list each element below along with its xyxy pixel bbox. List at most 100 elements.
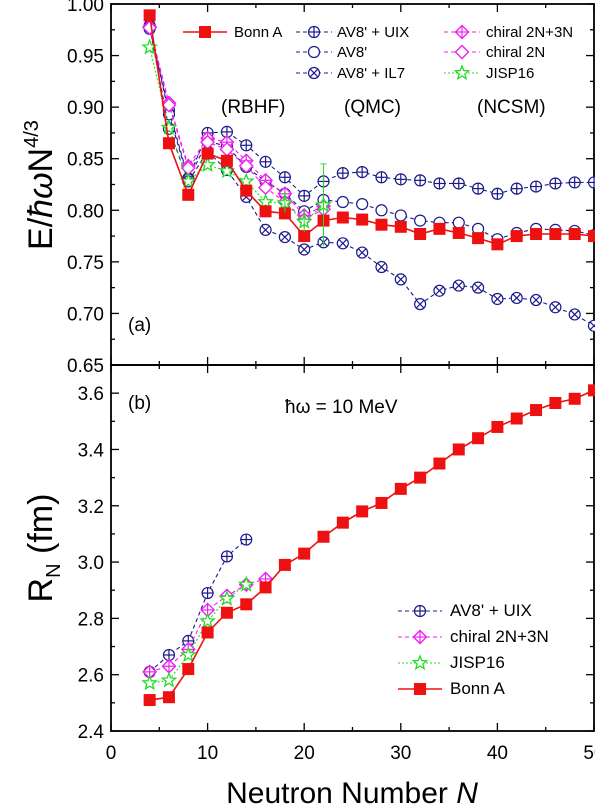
legend-entry: JISP16 bbox=[444, 64, 534, 82]
data-point bbox=[356, 197, 369, 211]
data-point bbox=[510, 182, 523, 195]
x-axis-label-text: Neutron Number bbox=[226, 777, 456, 810]
legend-entry: chiral 2N+3N bbox=[398, 627, 549, 646]
legend-marker bbox=[454, 44, 470, 60]
data-point bbox=[298, 189, 311, 202]
data-point bbox=[259, 223, 272, 236]
panel-a-ylabel: E/ħωN4/3 bbox=[21, 120, 60, 250]
data-point bbox=[179, 646, 197, 663]
legend-entry: chiral 2N bbox=[444, 44, 545, 61]
data-point bbox=[220, 606, 233, 619]
annotation-qmc: (QMC) bbox=[344, 97, 401, 118]
data-point bbox=[356, 246, 369, 259]
data-point bbox=[452, 443, 465, 456]
data-point bbox=[433, 457, 446, 470]
legend-entry: AV8' bbox=[296, 44, 367, 61]
series-bonn-a bbox=[143, 9, 595, 251]
data-point bbox=[530, 228, 543, 241]
data-point bbox=[414, 174, 427, 187]
y-tick-label-b: 3.0 bbox=[78, 553, 104, 574]
data-point bbox=[510, 291, 523, 305]
series-jisp16 bbox=[141, 575, 255, 691]
legend-label: AV8' + UIX bbox=[337, 24, 409, 41]
data-point bbox=[162, 137, 175, 150]
x-tick-label: 30 bbox=[390, 743, 411, 764]
data-point bbox=[218, 589, 236, 606]
ylabel-b-sub: N bbox=[43, 563, 65, 577]
data-point bbox=[529, 293, 543, 307]
data-point bbox=[452, 279, 465, 292]
data-point bbox=[394, 209, 407, 222]
annotation-rbhf: (RBHF) bbox=[221, 97, 285, 118]
data-point bbox=[141, 674, 159, 691]
data-point bbox=[336, 516, 349, 529]
svg-text:RN (fm): RN (fm) bbox=[22, 494, 65, 603]
legend-label: chiral 2N bbox=[486, 44, 545, 61]
data-point bbox=[240, 139, 253, 152]
legend-label: JISP16 bbox=[450, 653, 505, 672]
panel-a-legend: Bonn A AV8' + UIX AV8' AV8' + IL7 chiral 2N+… bbox=[183, 24, 573, 82]
legend-entry: JISP16 bbox=[398, 653, 505, 672]
data-point bbox=[375, 260, 388, 274]
legend-entry: chiral 2N+3N bbox=[444, 24, 573, 41]
legend-marker bbox=[307, 25, 321, 39]
data-point bbox=[237, 575, 255, 592]
data-point bbox=[257, 193, 274, 210]
data-point bbox=[240, 598, 253, 611]
legend-marker bbox=[307, 45, 321, 59]
legend-label: AV8' bbox=[337, 44, 367, 61]
data-point bbox=[240, 184, 253, 197]
x-axis-label: Neutron Number N bbox=[226, 777, 478, 810]
ylabel-a-exp: 4/3 bbox=[21, 120, 43, 148]
data-point bbox=[161, 97, 177, 113]
y-tick-label-a: 0.95 bbox=[67, 47, 104, 68]
legend-entry: Bonn A bbox=[183, 24, 282, 41]
data-point bbox=[356, 505, 369, 518]
data-point bbox=[278, 171, 291, 184]
data-point bbox=[375, 204, 388, 217]
y-tick-label-a: 0.85 bbox=[67, 150, 104, 171]
data-point bbox=[220, 125, 234, 138]
data-point bbox=[452, 216, 465, 229]
legend-label: AV8' + UIX bbox=[450, 601, 532, 620]
panel-b-label: (b) bbox=[128, 393, 151, 414]
y-tick-label-b: 3.4 bbox=[78, 440, 105, 461]
data-point bbox=[201, 626, 214, 639]
data-point bbox=[317, 530, 330, 543]
data-point bbox=[587, 319, 595, 332]
data-point bbox=[414, 471, 427, 484]
data-point bbox=[568, 176, 581, 189]
data-point bbox=[220, 154, 233, 167]
data-point bbox=[568, 392, 581, 405]
data-point bbox=[394, 173, 407, 186]
y-tick-label-a: 0.70 bbox=[67, 304, 104, 325]
data-point bbox=[375, 218, 388, 231]
data-point bbox=[568, 308, 581, 321]
data-point bbox=[549, 301, 562, 314]
data-point bbox=[199, 612, 216, 629]
series-av8-uix bbox=[143, 533, 253, 678]
data-point bbox=[491, 238, 504, 251]
data-point bbox=[414, 228, 427, 241]
data-point bbox=[240, 533, 253, 546]
panel-b-ylabel: RN (fm) bbox=[22, 494, 65, 603]
data-point bbox=[143, 694, 156, 707]
data-point bbox=[298, 243, 311, 256]
data-point bbox=[549, 177, 562, 190]
legend-entry: Bonn A bbox=[398, 679, 505, 698]
panel-a-series bbox=[141, 9, 595, 332]
legend-label: Bonn A bbox=[234, 24, 282, 41]
x-tick-label: 40 bbox=[487, 743, 508, 764]
y-tick-label-a: 0.65 bbox=[67, 356, 104, 377]
ticks-layer: 0 10 20 30 40 50 0.65 0.70 0.75 0.80 0.85 0.90 0.95 1… bbox=[67, 0, 595, 764]
data-point bbox=[510, 230, 523, 243]
legend-label: AV8' + IL7 bbox=[337, 65, 405, 82]
panel-a-label: (a) bbox=[128, 315, 151, 336]
legend-marker bbox=[413, 604, 427, 618]
y-tick-label-a: 1.00 bbox=[67, 0, 104, 16]
legend-entry: AV8' + UIX bbox=[296, 24, 409, 41]
x-tick-label: 0 bbox=[106, 743, 117, 764]
data-point bbox=[491, 420, 504, 433]
data-point bbox=[278, 231, 291, 244]
